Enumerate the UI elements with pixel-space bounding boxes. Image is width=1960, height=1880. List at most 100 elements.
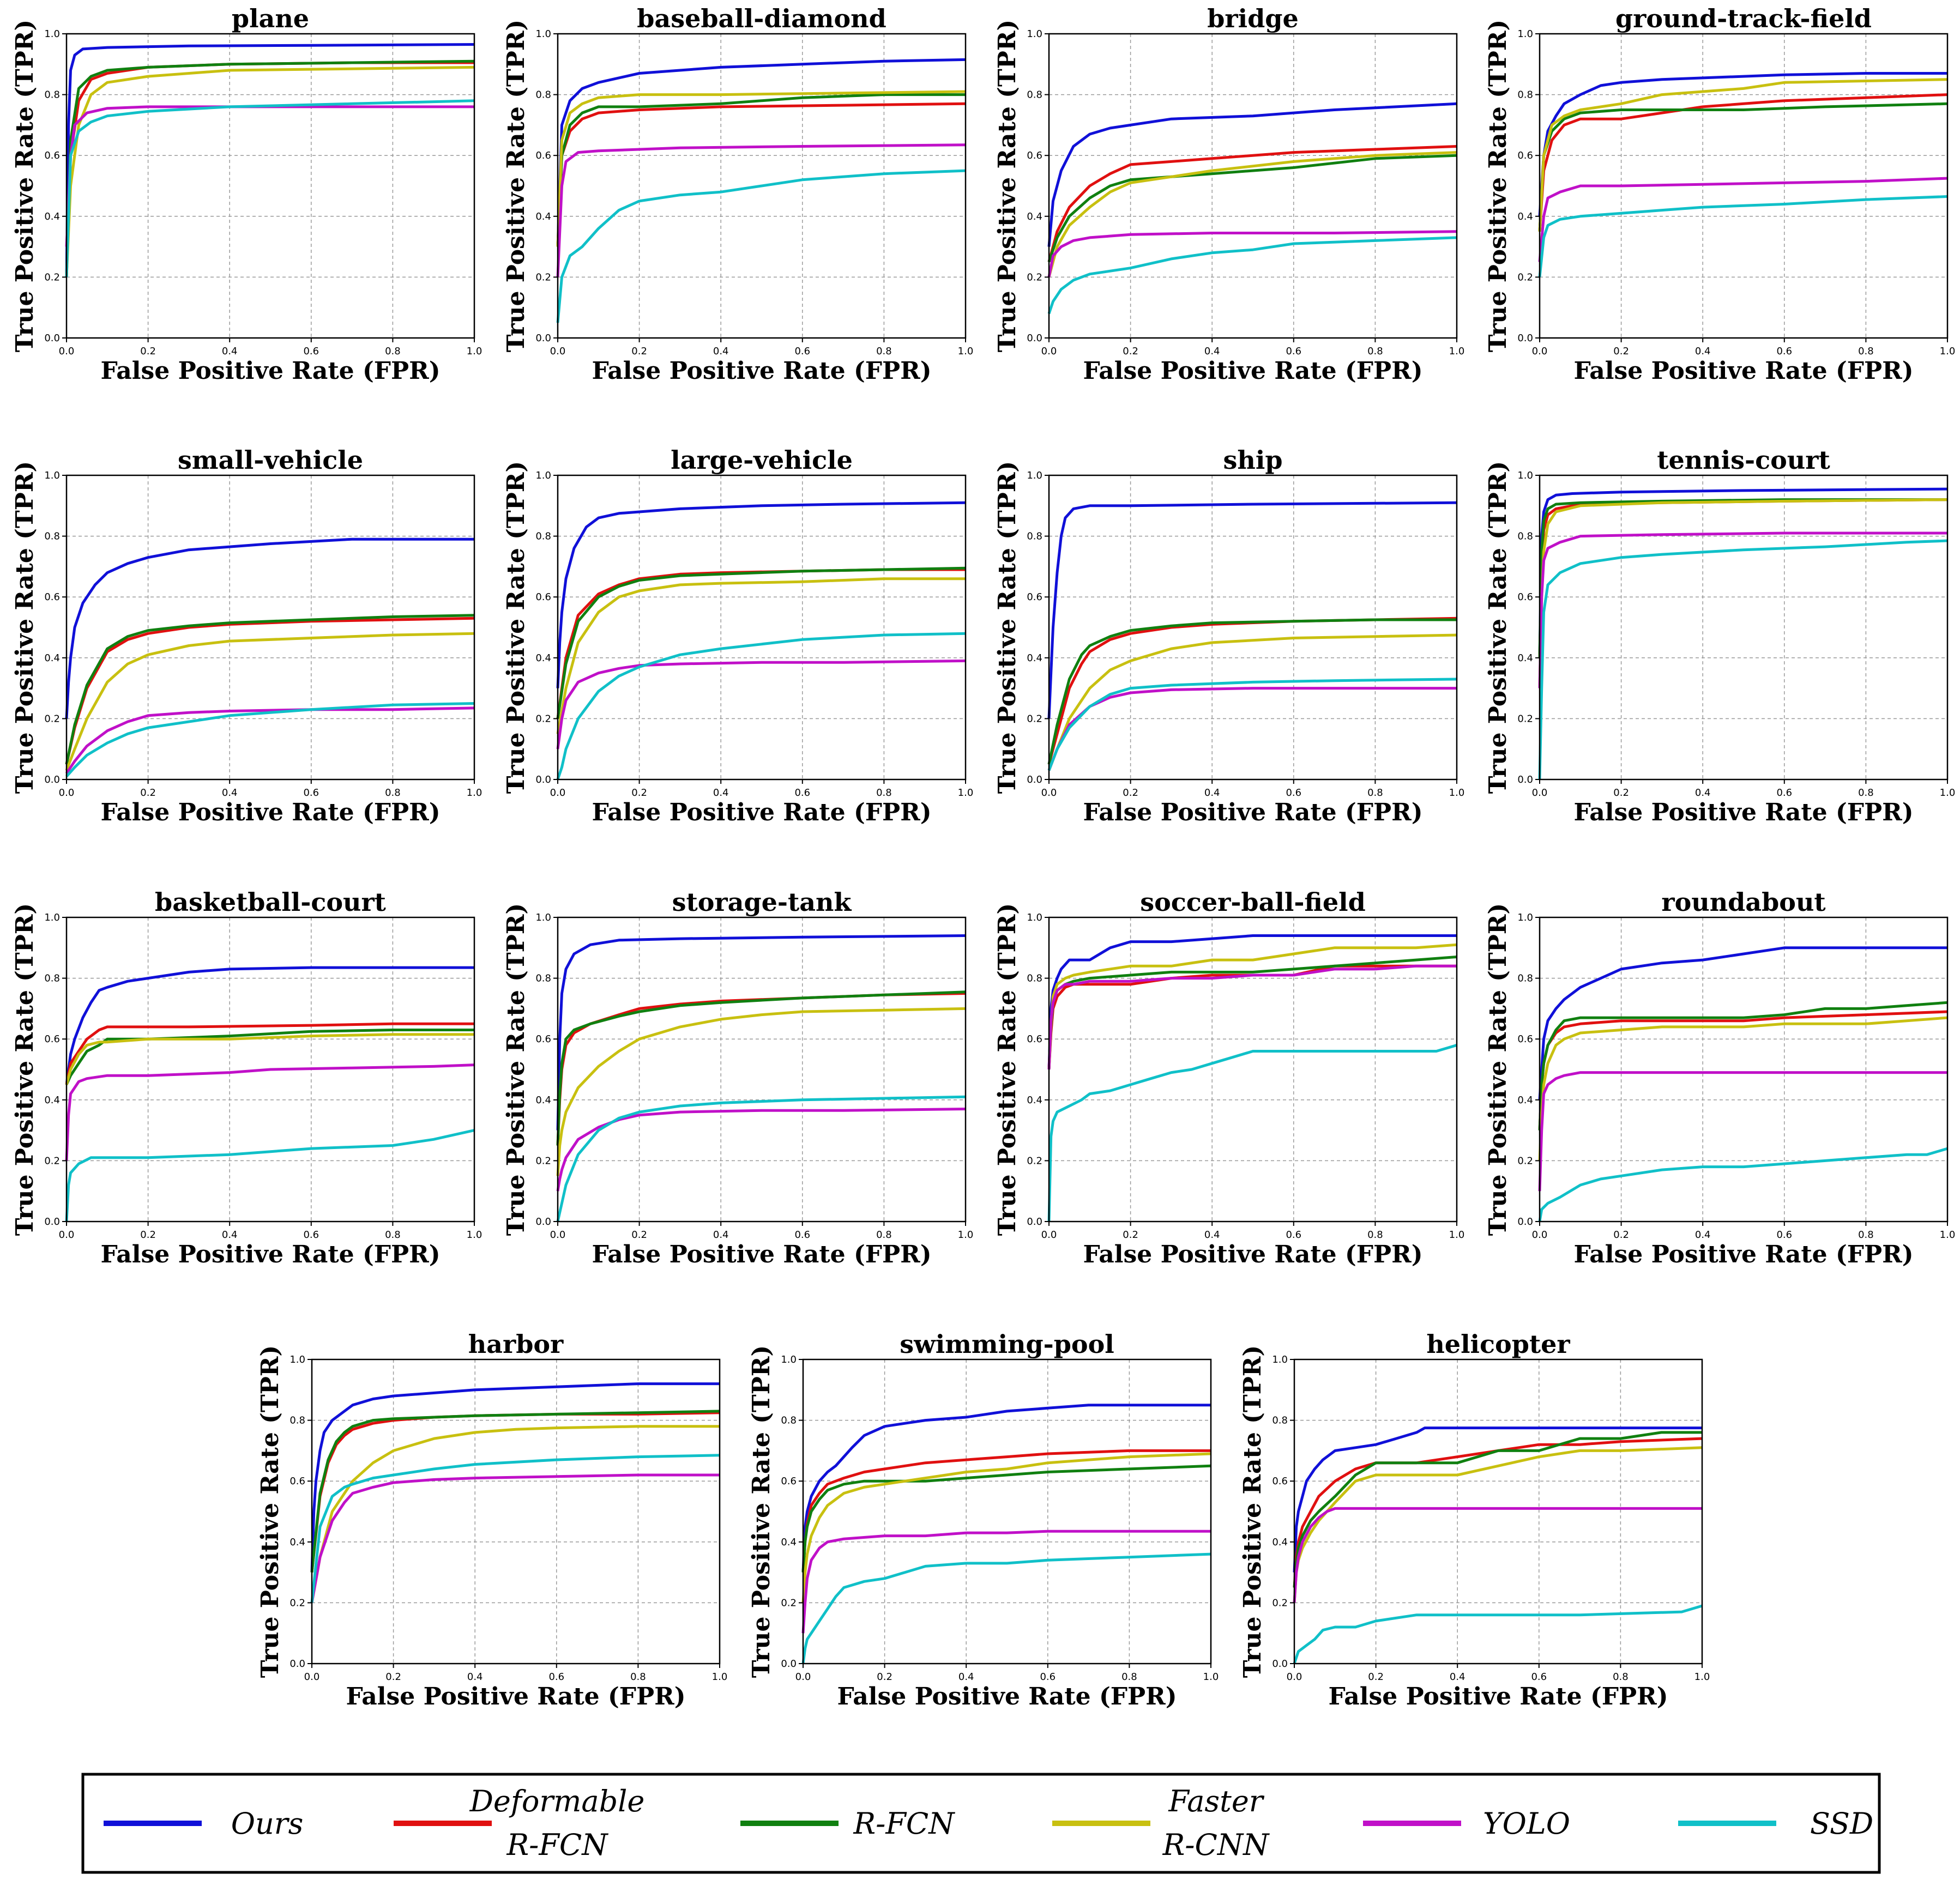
series-line-ssd <box>1538 539 1948 780</box>
x-axis-label: False Positive Rate (FPR) <box>1083 799 1422 826</box>
y-tick-label: 0.8 <box>535 89 551 101</box>
x-axis-label: False Positive Rate (FPR) <box>592 799 931 826</box>
y-tick-label: 0.0 <box>1517 333 1533 344</box>
y-tick-label: 0.8 <box>44 973 60 984</box>
y-tick-label: 0.4 <box>1517 652 1533 664</box>
series-line-yolo <box>310 1473 720 1603</box>
series-line-r-fcn <box>65 59 475 277</box>
series-line-faster-r-cnn <box>1047 943 1457 1070</box>
x-tick-label: 0.6 <box>1776 346 1792 357</box>
y-axis-label: True Positive Rate (TPR) <box>1484 20 1512 352</box>
y-tick-label: 1.0 <box>44 28 60 40</box>
y-tick-label: 0.4 <box>1517 211 1533 222</box>
y-tick-label: 0.4 <box>535 1095 551 1106</box>
chart-title: small-vehicle <box>178 445 363 475</box>
x-tick-label: 0.2 <box>140 346 156 357</box>
y-tick-label: 0.8 <box>44 531 60 542</box>
plot-frame <box>1539 474 1949 781</box>
y-tick-label: 0.0 <box>44 333 60 344</box>
series-line-ssd <box>65 1129 475 1222</box>
y-tick-label: 0.6 <box>1272 1476 1288 1487</box>
y-tick-label: 0.2 <box>44 713 60 724</box>
chart-harbor: 0.0 0.2 0.4 0.6 0.8 1.0 0.0 0.2 0.4 0.6 0.8 1.0 harb… <box>256 1329 727 1710</box>
series-line-yolo <box>65 1063 475 1161</box>
x-tick-label: 0.2 <box>877 1671 892 1683</box>
x-tick-label: 1.0 <box>1449 346 1465 357</box>
series-line-ssd <box>1538 195 1948 277</box>
x-axis-label: False Positive Rate (FPR) <box>837 1683 1177 1710</box>
x-tick-label: 0.8 <box>1613 1671 1629 1683</box>
x-tick-label: 1.0 <box>1694 1671 1710 1683</box>
x-tick-label: 1.0 <box>958 787 974 799</box>
series-line-r-fcn <box>310 1410 720 1573</box>
y-tick-label: 0.6 <box>44 1033 60 1045</box>
y-tick-label: 0.8 <box>1272 1415 1288 1426</box>
y-axis-label: True Positive Rate (TPR) <box>11 20 39 352</box>
y-tick-label: 0.6 <box>535 150 551 161</box>
series-line-ours <box>1538 72 1947 216</box>
y-tick-label: 0.2 <box>535 271 551 283</box>
y-tick-label: 0.0 <box>1027 333 1042 344</box>
chart-title: ground-track-field <box>1615 4 1872 33</box>
series-line-faster-r-cnn <box>801 1452 1211 1603</box>
y-tick-label: 0.8 <box>1517 973 1533 984</box>
legend-label: R-CNN <box>1162 1828 1270 1862</box>
y-tick-label: 0.6 <box>1517 591 1533 603</box>
y-tick-label: 0.6 <box>290 1476 305 1487</box>
x-tick-label: 0.4 <box>1450 1671 1466 1683</box>
y-tick-label: 0.6 <box>781 1476 797 1487</box>
plot-frame <box>1293 1358 1703 1665</box>
legend: Ours Deformable R-FCN R-FCN Faster R-CNN YOLO S… <box>81 1773 1881 1874</box>
series-line-r-fcn <box>1047 154 1457 263</box>
x-axis-label: False Positive Rate (FPR) <box>100 357 440 385</box>
x-tick-label: 1.0 <box>467 787 483 799</box>
y-tick-label: 0.2 <box>535 713 551 724</box>
legend-label: Deformable <box>469 1784 645 1818</box>
y-tick-label: 0.8 <box>290 1415 305 1426</box>
chart-soccer-ball-field: 0.0 0.2 0.4 0.6 0.8 1.0 0.0 0.2 0.4 0.6 0.8 1.0 socc… <box>993 887 1464 1268</box>
series-line-faster-r-cnn <box>556 1007 966 1176</box>
series-line-faster-r-cnn <box>1538 1016 1948 1161</box>
plot-frame <box>1048 33 1458 339</box>
y-tick-label: 1.0 <box>1027 28 1042 40</box>
x-tick-label: 0.0 <box>550 346 566 357</box>
x-tick-label: 1.0 <box>467 1229 483 1241</box>
y-axis-label: True Positive Rate (TPR) <box>502 903 530 1236</box>
y-tick-label: 0.0 <box>1027 774 1042 785</box>
y-tick-label: 0.0 <box>1272 1658 1288 1670</box>
chart-ground-track-field: 0.0 0.2 0.4 0.6 0.8 1.0 0.0 0.2 0.4 0.6 0.8 1.0 grou… <box>1484 4 1955 385</box>
series-line-r-fcn <box>1538 1001 1948 1131</box>
series-line-faster-r-cnn <box>1047 151 1457 278</box>
series-line-deformable-r-fcn <box>1047 145 1457 263</box>
x-tick-label: 0.2 <box>631 1229 647 1241</box>
y-tick-label: 0.4 <box>44 1095 60 1106</box>
y-tick-label: 0.4 <box>1272 1537 1288 1548</box>
series-line-ours <box>556 58 966 247</box>
x-tick-label: 0.0 <box>1041 346 1057 357</box>
legend-entry-faster-r-cnn: Faster R-CNN <box>1052 1784 1270 1862</box>
y-tick-label: 0.6 <box>1027 150 1042 161</box>
x-tick-label: 1.0 <box>1203 1671 1219 1683</box>
x-tick-label: 0.0 <box>1532 346 1548 357</box>
x-tick-label: 1.0 <box>467 346 483 357</box>
y-tick-label: 0.0 <box>1517 774 1533 785</box>
y-axis-label: True Positive Rate (TPR) <box>502 461 530 794</box>
series-line-ssd <box>556 1095 966 1222</box>
y-tick-label: 0.4 <box>1027 652 1042 664</box>
series-line-r-fcn <box>801 1464 1211 1573</box>
series-line-ours <box>801 1404 1211 1573</box>
legend-entry-ours: Ours <box>104 1806 303 1841</box>
x-tick-label: 0.6 <box>1531 1671 1547 1683</box>
series-line-ours <box>1047 934 1457 1070</box>
y-axis-label: True Positive Rate (TPR) <box>1239 1345 1267 1678</box>
series-line-ssd <box>65 702 475 778</box>
y-tick-label: 0.6 <box>44 150 60 161</box>
x-tick-label: 1.0 <box>958 1229 974 1241</box>
legend-label: Faster <box>1168 1784 1264 1818</box>
chart-title: bridge <box>1207 4 1298 33</box>
x-tick-label: 1.0 <box>958 346 974 357</box>
chart-title: soccer-ball-field <box>1140 887 1366 917</box>
x-axis-label: False Positive Rate (FPR) <box>1328 1683 1668 1710</box>
chart-roundabout: 0.0 0.2 0.4 0.6 0.8 1.0 0.0 0.2 0.4 0.6 0.8 1.0 roun… <box>1484 887 1955 1268</box>
